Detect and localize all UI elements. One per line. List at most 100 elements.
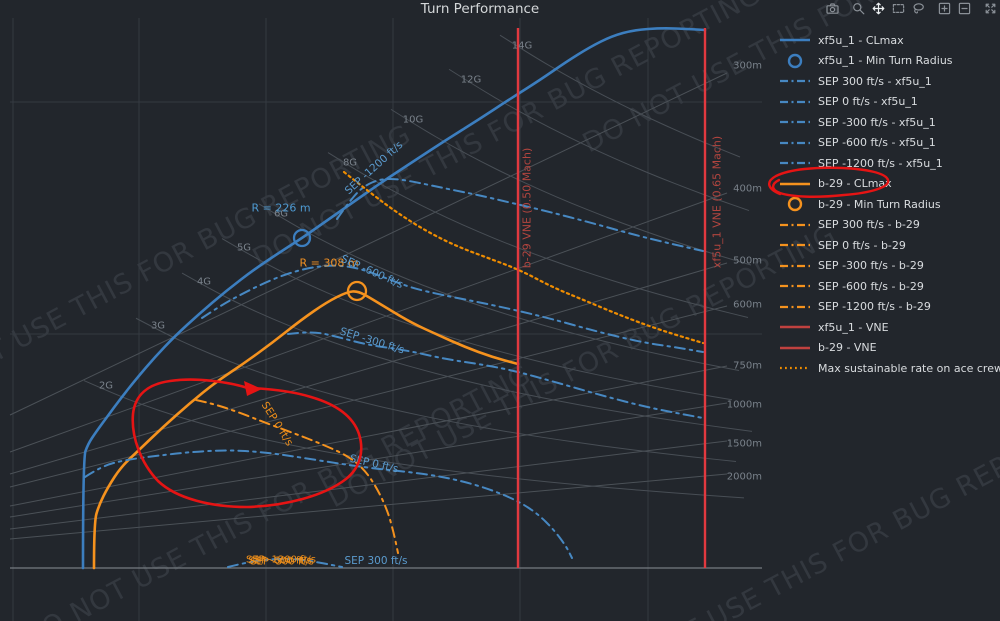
legend-swatch-circle — [779, 53, 811, 69]
legend-swatch-dotted — [779, 360, 811, 376]
legend-item-label: SEP -600 ft/s - xf5u_1 — [818, 136, 936, 149]
legend-item-b-29-vne[interactable]: b-29 - VNE — [779, 339, 877, 357]
legend-item-label: b-29 - CLmax — [818, 177, 892, 190]
box-select-icon — [892, 3, 904, 14]
radius-line-1000m — [9, 402, 728, 518]
plus-square-icon — [938, 2, 950, 15]
zoom-out-button[interactable] — [956, 1, 973, 16]
legend-swatch-dashdot — [779, 135, 811, 151]
legend-item-label: SEP 0 ft/s - xf5u_1 — [818, 95, 918, 108]
radius-line-300m — [9, 72, 728, 416]
legend-swatch-line — [779, 176, 811, 192]
legend-item-sep--1200-xf5u_1[interactable]: SEP -1200 ft/s - xf5u_1 — [779, 154, 943, 172]
red-circle-annotation-chart — [131, 378, 363, 509]
legend-item-xf5u_1-min-turn-radius[interactable]: xf5u_1 - Min Turn Radius — [779, 52, 953, 70]
legend-item-label: b-29 - VNE — [818, 341, 877, 354]
legend-item-max-rate-ace[interactable]: Max sustainable rate on ace crew (7.5G) — [779, 359, 1000, 377]
red-circle-annotation-legend — [768, 166, 890, 198]
g-curve-12G — [448, 68, 750, 212]
curve-sep-0-b-29 — [195, 399, 399, 554]
curve-xf5u_1-clmax — [81, 27, 707, 570]
legend-item-sep-0-xf5u_1[interactable]: SEP 0 ft/s - xf5u_1 — [779, 93, 918, 111]
lasso-icon — [912, 3, 924, 14]
zoom-button[interactable] — [850, 1, 867, 16]
curve-sep--600-xf5u_1 — [201, 264, 704, 353]
legend-swatch-dashdot — [779, 73, 811, 89]
legend-swatch-dashdot — [779, 299, 811, 315]
legend-item-b-29-clmax[interactable]: b-29 - CLmax — [779, 175, 892, 193]
legend-item-sep--600-xf5u_1[interactable]: SEP -600 ft/s - xf5u_1 — [779, 134, 936, 152]
legend-item-sep--1200-b-29[interactable]: SEP -1200 ft/s - b-29 — [779, 298, 931, 316]
legend-item-label: SEP -1200 ft/s - b-29 — [818, 300, 931, 313]
radius-line-600m — [9, 305, 728, 488]
legend-swatch-line — [779, 32, 811, 48]
legend-swatch-dashdot — [779, 217, 811, 233]
curve-sep--300-xf5u_1 — [287, 331, 704, 419]
radius-line-2000m — [9, 473, 728, 540]
legend-swatch-dashdot — [779, 278, 811, 294]
expand-arrows-icon — [985, 3, 995, 14]
red-arrowhead-annotation — [244, 381, 262, 396]
pan-arrows-icon — [872, 2, 884, 15]
camera-icon — [825, 3, 839, 14]
radius-line-1500m — [9, 440, 728, 530]
legend-swatch-dashdot — [779, 258, 811, 274]
box-select-button[interactable] — [890, 1, 907, 16]
legend-swatch-dashdot — [779, 114, 811, 130]
curve-sep-0-xf5u_1 — [84, 449, 573, 559]
legend-item-label: b-29 - Min Turn Radius — [818, 197, 941, 211]
legend-item-label: SEP -300 ft/s - xf5u_1 — [818, 115, 936, 129]
g-curve-3G — [135, 317, 737, 463]
lasso-select-button[interactable] — [910, 1, 927, 16]
radius-line-500m — [9, 262, 728, 475]
legend-item-label: SEP 300 ft/s - xf5u_1 — [818, 74, 932, 88]
legend-item-sep--600-b-29[interactable]: SEP -600 ft/s - b-29 — [779, 277, 924, 295]
legend-item-xf5u_1-clmax[interactable]: xf5u_1 - CLmax — [779, 31, 904, 49]
legend-swatch-dashdot — [779, 94, 811, 110]
legend-swatch-line — [779, 340, 811, 356]
legend-item-label: xf5u_1 - VNE — [818, 320, 889, 334]
radius-line-750m — [9, 365, 728, 507]
legend-item-label: SEP 300 ft/s - b-29 — [818, 218, 920, 231]
plot-modebar — [822, 1, 1000, 16]
b-29-min-turn-radius-marker — [346, 280, 368, 302]
magnifier-icon — [852, 3, 864, 15]
curve-b-29-clmax — [92, 290, 520, 570]
autoscale-button[interactable] — [982, 1, 999, 16]
legend-swatch-line — [779, 319, 811, 335]
zoom-in-button[interactable] — [936, 1, 953, 16]
g-curve-10G — [390, 108, 752, 266]
g-curve-14G — [499, 34, 741, 158]
legend-item-sep-300-b-29[interactable]: SEP 300 ft/s - b-29 — [779, 216, 920, 234]
legend-item-label: SEP -300 ft/s - b-29 — [818, 259, 924, 272]
legend-swatch-circle — [779, 196, 811, 212]
minus-square-icon — [958, 2, 970, 15]
g-curve-8G — [327, 152, 749, 318]
legend-item-sep--300-b-29[interactable]: SEP -300 ft/s - b-29 — [779, 257, 924, 275]
legend-item-b-29-min-turn-radius[interactable]: b-29 - Min Turn Radius — [779, 195, 941, 213]
g-curve-4G — [181, 272, 753, 432]
legend-swatch-dashdot — [779, 155, 811, 171]
pan-button[interactable] — [870, 1, 887, 16]
legend-item-sep--300-xf5u_1[interactable]: SEP -300 ft/s - xf5u_1 — [779, 113, 936, 131]
legend-item-label: SEP -600 ft/s - b-29 — [818, 279, 924, 293]
legend-swatch-dashdot — [779, 237, 811, 253]
g-curve-6G — [258, 203, 740, 372]
legend-item-xf5u_1-vne[interactable]: xf5u_1 - VNE — [779, 318, 889, 336]
g-curve-2G — [83, 380, 745, 499]
curve-sep-300-xf5u_1 — [227, 558, 343, 568]
legend-item-label: xf5u_1 - Min Turn Radius — [818, 54, 953, 67]
legend-item-sep-300-xf5u_1[interactable]: SEP 300 ft/s - xf5u_1 — [779, 72, 932, 90]
download-plot-button[interactable] — [824, 1, 841, 16]
curve-sep--1200-xf5u_1 — [336, 178, 704, 252]
legend-item-label: Max sustainable rate on ace crew (7.5G) — [818, 361, 1000, 375]
legend-item-label: SEP 0 ft/s - b-29 — [818, 238, 906, 252]
g-curve-5G — [221, 238, 733, 401]
xf5u_1-min-turn-radius-marker — [292, 228, 312, 248]
curve-max-rate-ace — [342, 170, 705, 345]
legend-item-sep-0-b-29[interactable]: SEP 0 ft/s - b-29 — [779, 236, 906, 254]
legend-item-label: SEP -1200 ft/s - xf5u_1 — [818, 156, 943, 170]
